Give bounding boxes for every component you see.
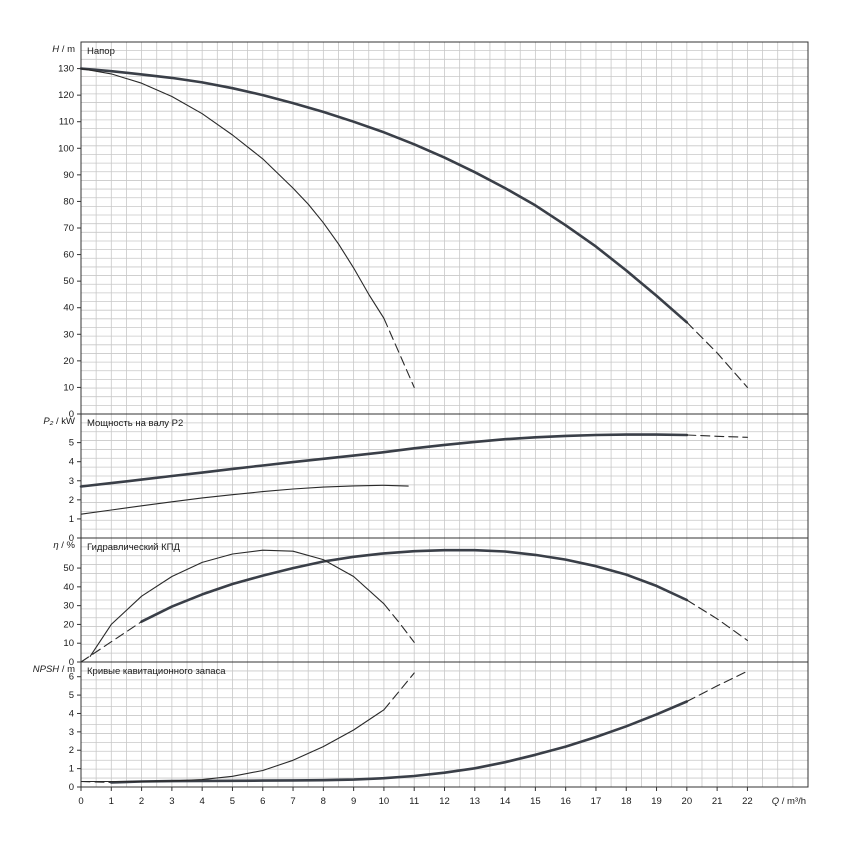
y-axis-symbol: NPSH — [33, 664, 60, 675]
y-tick-label: 0 — [69, 657, 74, 668]
y-axis-label: η / % — [53, 540, 75, 551]
y-tick-label: 3 — [69, 476, 74, 487]
y-tick-label: 20 — [63, 619, 74, 630]
x-tick-label: 1 — [109, 796, 114, 807]
y-axis-label: NPSH / m — [33, 664, 75, 675]
curve-thin — [89, 549, 385, 657]
curve-dashed — [80, 621, 143, 663]
y-tick-label: 5 — [69, 438, 74, 449]
x-tick-label: 17 — [591, 796, 602, 807]
y-axis-symbol: η — [53, 540, 58, 551]
x-axis-label: Q / m³/h — [772, 796, 806, 807]
y-tick-label: 5 — [69, 690, 74, 701]
y-tick-label: 30 — [63, 601, 74, 612]
y-tick-label: 40 — [63, 303, 74, 314]
y-tick-label: 2 — [69, 495, 74, 506]
y-tick-label: 110 — [59, 117, 74, 128]
y-tick-label: 30 — [63, 329, 74, 340]
x-tick-label: 4 — [200, 796, 205, 807]
x-tick-label: 14 — [500, 796, 511, 807]
y-axis-unit: / m — [59, 664, 75, 675]
x-tick-label: 9 — [351, 796, 356, 807]
x-tick-label: 16 — [560, 796, 571, 807]
x-tick-label: 22 — [742, 796, 753, 807]
curve-dashed — [383, 317, 415, 388]
x-tick-label: 0 — [78, 796, 83, 807]
y-tick-label: 120 — [58, 90, 74, 101]
x-tick-label: 5 — [230, 796, 235, 807]
y-axis-unit: / m — [59, 44, 75, 55]
y-tick-label: 60 — [63, 250, 74, 261]
y-tick-label: 0 — [69, 533, 74, 544]
y-tick-label: 4 — [69, 708, 74, 719]
x-tick-label: 8 — [321, 796, 326, 807]
x-tick-label: 11 — [409, 796, 419, 807]
x-tick-label: 7 — [290, 796, 295, 807]
y-tick-label: 50 — [63, 276, 74, 287]
curve-dashed — [686, 434, 748, 438]
y-tick-label: 40 — [63, 582, 74, 593]
y-axis-label: P₂ / kW — [43, 416, 75, 427]
y-axis-label: H / m — [52, 44, 75, 55]
y-tick-label: 90 — [63, 170, 74, 181]
x-tick-label: 20 — [682, 796, 693, 807]
y-axis-unit: / % — [59, 540, 76, 551]
x-tick-label: 15 — [530, 796, 541, 807]
x-tick-label: 19 — [651, 796, 662, 807]
y-axis-symbol: H — [52, 44, 59, 55]
y-tick-label: 10 — [63, 638, 74, 649]
panel-title: Гидравлический КПД — [87, 542, 180, 553]
curve-bold — [110, 700, 689, 784]
curve-dashed — [383, 603, 415, 643]
curve-bold — [140, 548, 689, 623]
panel-title: Напор — [87, 46, 115, 57]
curve-bold — [79, 67, 689, 324]
curve-dashed — [686, 599, 748, 641]
x-tick-label: 6 — [260, 796, 265, 807]
y-tick-label: 70 — [63, 223, 74, 234]
y-tick-label: 10 — [63, 382, 74, 393]
y-tick-label: 0 — [69, 409, 74, 420]
y-tick-label: 0 — [69, 782, 74, 793]
y-tick-label: 20 — [63, 356, 74, 367]
y-tick-label: 80 — [63, 196, 74, 207]
curve-dashed — [686, 670, 748, 703]
y-tick-label: 100 — [58, 143, 74, 154]
x-tick-label: 13 — [470, 796, 481, 807]
curve-thin — [80, 709, 385, 783]
y-tick-label: 6 — [69, 672, 74, 683]
x-tick-label: 18 — [621, 796, 632, 807]
curve-thin — [80, 484, 409, 515]
curve-dashed — [686, 321, 748, 388]
x-axis-symbol: Q — [772, 796, 780, 807]
x-tick-label: 21 — [712, 796, 723, 807]
x-tick-label: 3 — [169, 796, 174, 807]
y-tick-label: 1 — [69, 764, 74, 775]
y-tick-label: 3 — [69, 727, 74, 738]
curve-bold — [79, 433, 689, 488]
y-tick-label: 2 — [69, 745, 74, 756]
y-axis-unit: / kW — [53, 416, 75, 427]
y-tick-label: 1 — [69, 514, 74, 525]
y-axis-symbol: P₂ — [43, 416, 53, 427]
y-tick-label: 4 — [69, 457, 74, 468]
curve-thin — [80, 68, 385, 319]
panel-title: Мощность на валу P2 — [87, 418, 183, 429]
x-tick-label: 10 — [379, 796, 390, 807]
y-tick-label: 130 — [58, 64, 74, 75]
x-axis-unit: / m³/h — [779, 796, 806, 807]
x-tick-label: 12 — [439, 796, 450, 807]
x-tick-label: 2 — [139, 796, 144, 807]
panel-title: Кривые кавитационного запаса — [87, 666, 226, 677]
curve-dashed — [383, 672, 415, 711]
y-tick-label: 50 — [63, 563, 74, 574]
